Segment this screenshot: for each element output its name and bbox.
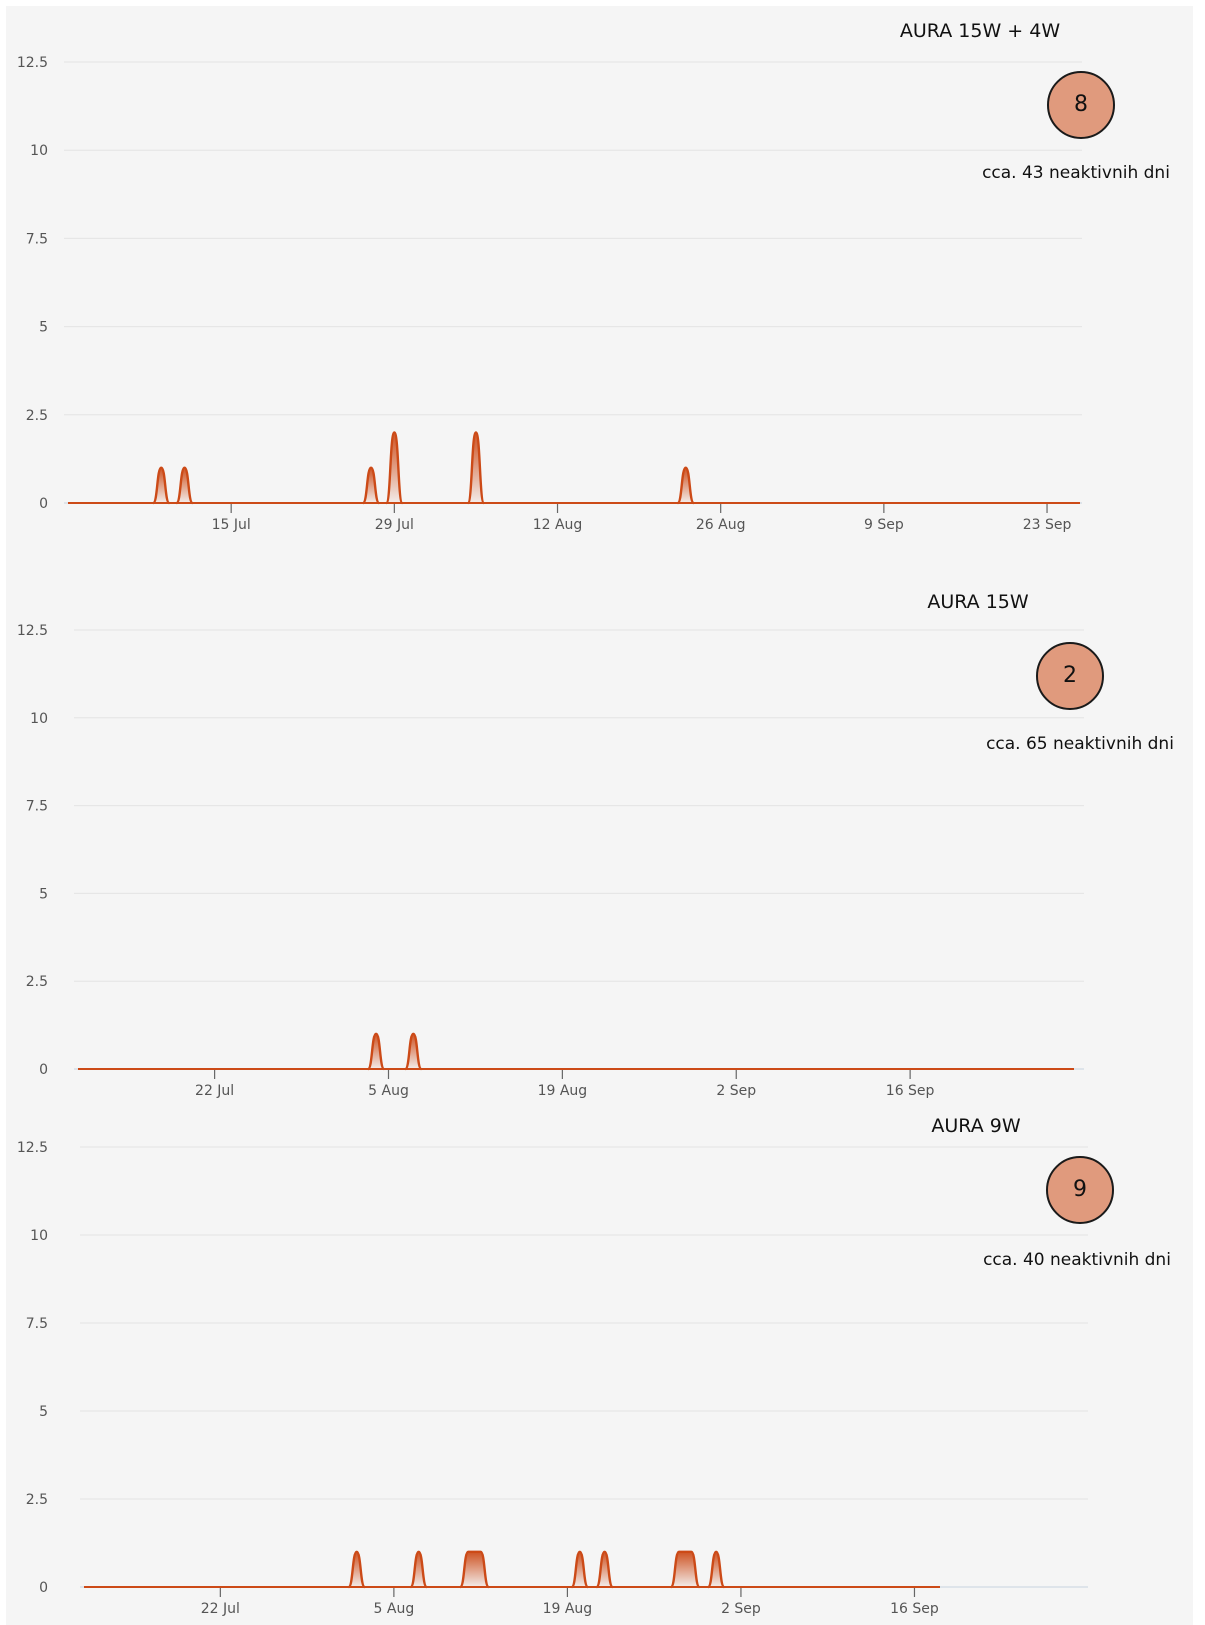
y-tick-label: 12.5 bbox=[17, 55, 48, 71]
x-tick-label: 2 Sep bbox=[721, 1601, 761, 1617]
y-tick-label: 12.5 bbox=[17, 1140, 48, 1156]
x-tick-label: 16 Sep bbox=[890, 1601, 939, 1617]
data-peak bbox=[361, 466, 381, 505]
x-tick-label: 29 Jul bbox=[375, 517, 414, 533]
data-peak bbox=[466, 431, 486, 505]
y-tick-label: 10 bbox=[30, 143, 48, 159]
chart-plot: 0 2.5 5 7.5 10 12.5 22 Jul 5 Aug 19 Aug 2 Sep 16 S… bbox=[17, 623, 1084, 1099]
y-tick-label: 2.5 bbox=[26, 1492, 48, 1508]
data-peak bbox=[676, 466, 695, 505]
chart-background bbox=[6, 6, 1193, 1625]
inactive-days-note: cca. 40 neaktivnih dni bbox=[983, 1250, 1171, 1270]
chart-panel-aura-15w-4w: AURA 15W + 4W 8 cca. 43 neaktivnih dni 0… bbox=[0, 0, 1205, 540]
chart-panel-aura-9w: AURA 9W 9 cca. 40 neaktivnih dni 0 2.5 5 7.… bbox=[0, 1085, 1205, 1625]
count-badge: 8 bbox=[1047, 71, 1115, 139]
x-tick-label: 15 Jul bbox=[212, 517, 251, 533]
data-peak bbox=[595, 1550, 614, 1589]
count-badge: 9 bbox=[1046, 1156, 1114, 1224]
data-peak bbox=[409, 1550, 428, 1589]
y-tick-label: 5 bbox=[39, 886, 48, 902]
data-peak-area bbox=[460, 1551, 489, 1587]
inactive-days-note: cca. 65 neaktivnih dni bbox=[986, 734, 1174, 754]
y-tick-label: 10 bbox=[30, 1228, 48, 1244]
x-tick-label: 2 Sep bbox=[716, 1083, 756, 1099]
y-tick-label: 7.5 bbox=[26, 799, 48, 815]
y-tick-label: 0 bbox=[39, 1062, 48, 1078]
chart-panel-aura-15w: AURA 15W 2 cca. 65 neaktivnih dni 0 2.5 5 7… bbox=[0, 567, 1205, 1107]
x-tick-label: 5 Aug bbox=[368, 1083, 409, 1099]
count-badge: 2 bbox=[1036, 642, 1104, 710]
x-tick-label: 22 Jul bbox=[195, 1083, 234, 1099]
x-tick-label: 26 Aug bbox=[696, 517, 746, 533]
data-peak bbox=[385, 431, 404, 505]
x-tick-label: 19 Aug bbox=[543, 1601, 593, 1617]
data-peak bbox=[152, 466, 171, 505]
x-tick-label: 12 Aug bbox=[533, 517, 583, 533]
chart-plot: 0 2.5 5 7.5 10 12.5 15 Jul 29 Jul 12 Aug 26 Aug 9 … bbox=[17, 55, 1082, 533]
data-peak bbox=[175, 466, 194, 505]
data-peak bbox=[669, 1550, 701, 1589]
chart-title: AURA 9W bbox=[931, 1115, 1021, 1137]
x-tick-label: 23 Sep bbox=[1023, 517, 1072, 533]
y-tick-label: 0 bbox=[39, 496, 48, 512]
y-tick-label: 7.5 bbox=[26, 231, 48, 247]
y-tick-label: 5 bbox=[39, 1404, 48, 1420]
data-peak-area bbox=[670, 1551, 700, 1587]
chart-title: AURA 15W bbox=[927, 591, 1029, 613]
inactive-days-note: cca. 43 neaktivnih dni bbox=[982, 163, 1170, 183]
data-peak bbox=[347, 1550, 366, 1589]
y-tick-label: 2.5 bbox=[26, 408, 48, 424]
data-peak bbox=[404, 1032, 423, 1071]
x-tick-label: 16 Sep bbox=[886, 1083, 935, 1099]
data-peak bbox=[570, 1550, 589, 1589]
chart-plot: 0 2.5 5 7.5 10 12.5 22 Jul 5 Aug 19 Aug 2 Sep 16 S… bbox=[17, 1140, 1088, 1617]
x-tick-label: 5 Aug bbox=[374, 1601, 415, 1617]
x-tick-label: 19 Aug bbox=[538, 1083, 588, 1099]
x-tick-label: 22 Jul bbox=[201, 1601, 240, 1617]
y-tick-label: 0 bbox=[39, 1580, 48, 1596]
y-tick-label: 2.5 bbox=[26, 974, 48, 990]
y-tick-label: 10 bbox=[30, 711, 48, 727]
x-tick-label: 9 Sep bbox=[864, 517, 904, 533]
y-tick-label: 12.5 bbox=[17, 623, 48, 639]
data-peak bbox=[459, 1550, 490, 1589]
data-peak bbox=[706, 1550, 726, 1589]
chart-title: AURA 15W + 4W bbox=[899, 20, 1061, 42]
data-peak bbox=[366, 1032, 386, 1071]
y-tick-label: 7.5 bbox=[26, 1316, 48, 1332]
y-tick-label: 5 bbox=[39, 320, 48, 336]
